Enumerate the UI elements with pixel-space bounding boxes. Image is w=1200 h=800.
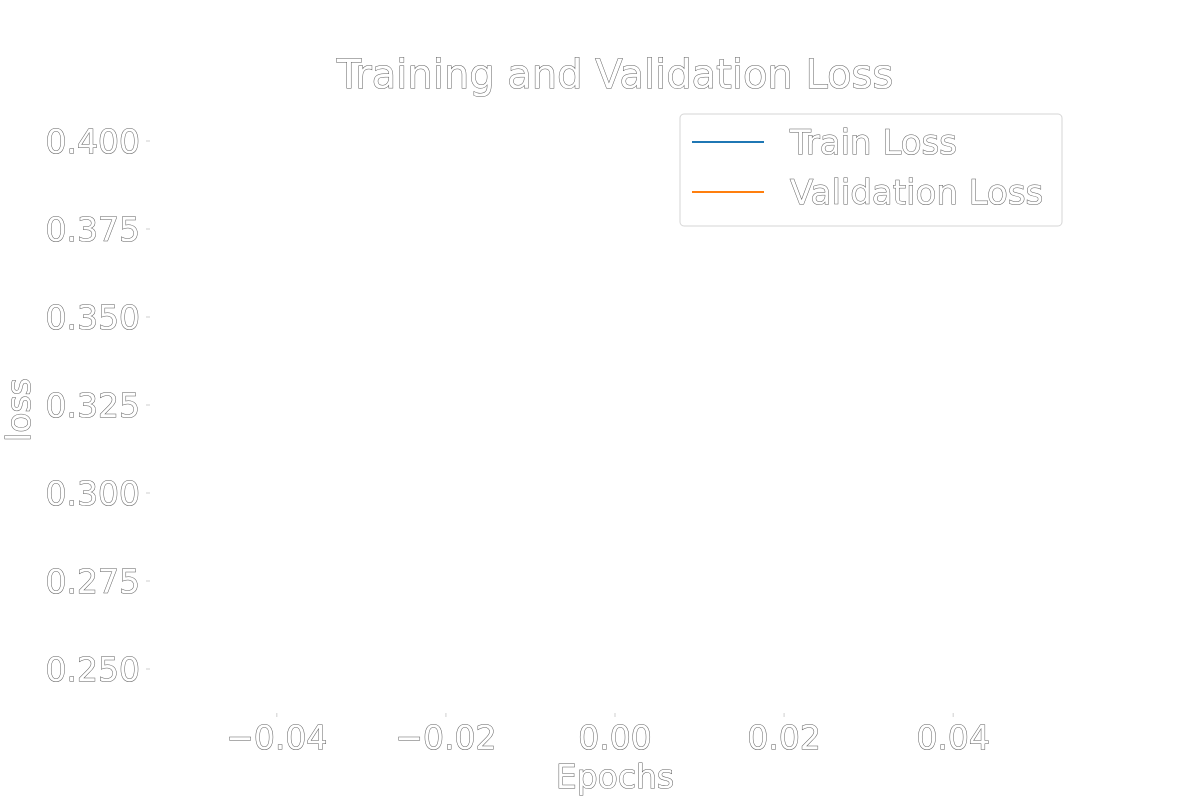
legend-frame [679, 113, 1063, 227]
y-tick-label: 0.375 [46, 210, 140, 249]
legend: Train Loss Validation Loss [679, 113, 1063, 227]
y-tick-label: 0.250 [46, 650, 140, 689]
x-tick-label: 0.00 [578, 718, 651, 757]
x-tick-label: −0.02 [395, 718, 496, 757]
x-tick-label: 0.02 [747, 718, 820, 757]
y-axis-label: loss [0, 378, 38, 442]
y-tick-label: 0.275 [46, 562, 140, 601]
chart-title: Training and Validation Loss [336, 52, 893, 98]
y-tick-label: 0.325 [46, 386, 140, 425]
x-tick-label: −0.04 [226, 718, 327, 757]
legend-label: Train Loss [789, 123, 957, 163]
y-tick-label: 0.350 [46, 298, 140, 337]
x-tick-label: 0.04 [916, 718, 989, 757]
x-axis-ticks: −0.04 −0.02 0.00 0.02 0.04 [226, 713, 990, 758]
legend-label: Validation Loss [790, 173, 1043, 213]
y-tick-label: 0.400 [46, 122, 140, 161]
y-tick-label: 0.300 [46, 474, 140, 513]
x-axis-label: Epochs [556, 757, 674, 796]
y-axis-ticks: 0.250 0.275 0.300 0.325 0.350 0.375 0.400 [45, 122, 150, 690]
